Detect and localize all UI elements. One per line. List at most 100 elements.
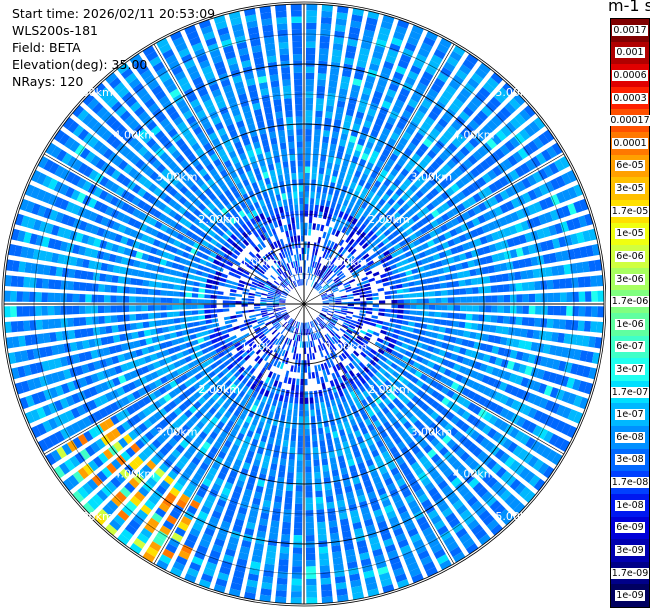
ray-gate-cell <box>261 582 273 590</box>
ray-gate-cell <box>209 446 219 455</box>
ray-gate-cell <box>282 199 288 207</box>
ray-gate-cell <box>178 383 188 392</box>
ray-gate-cell <box>4 290 11 302</box>
ray-gate-cell <box>376 460 386 469</box>
ray-gate-cell <box>518 258 526 269</box>
ray-gate-cell <box>491 231 500 241</box>
ray-gate-cell <box>464 278 472 286</box>
ray-gate-cell <box>290 217 295 224</box>
ray-gate-cell <box>378 233 387 241</box>
ray-gate-cell <box>249 317 257 321</box>
ray-gate-cell <box>477 468 489 480</box>
ray-gate-cell <box>436 554 449 565</box>
ray-gate-cell <box>334 487 343 496</box>
ray-gate-cell <box>462 399 472 409</box>
ray-gate-cell <box>456 92 468 104</box>
ray-gate-cell <box>167 283 175 290</box>
ray-gate-cell <box>288 198 293 206</box>
ray-gate-cell <box>397 266 405 273</box>
ray-gate-cell <box>60 293 67 303</box>
ray-gate-cell <box>206 494 217 504</box>
ray-gate-cell <box>394 25 408 35</box>
ray-gate-cell <box>236 404 244 412</box>
ray-gate-cell <box>331 318 338 323</box>
ray-gate-cell <box>499 489 512 502</box>
ray-gate-cell <box>279 552 289 560</box>
ray-gate-cell <box>304 397 309 404</box>
ray-gate-cell <box>554 373 564 386</box>
ray-gate-cell <box>397 299 404 304</box>
ray-gate-cell <box>305 441 311 448</box>
ray-gate-cell <box>211 482 222 492</box>
ray-gate-cell <box>435 139 445 150</box>
range-ring-label: 4.00km <box>453 128 495 141</box>
ray-gate-cell <box>337 423 344 431</box>
ray-gate-cell <box>420 42 433 53</box>
ray-gate-cell <box>444 249 453 257</box>
ray-gate-cell <box>287 318 293 324</box>
ray-gate-cell <box>229 383 237 391</box>
ray-gate-cell <box>494 193 504 204</box>
ray-gate-cell <box>326 406 333 414</box>
ray-gate-cell <box>459 64 472 76</box>
ray-gate-cell <box>313 148 320 155</box>
ray-gate-cell <box>433 77 446 89</box>
ray-gate-cell <box>515 247 524 257</box>
ray-gate-cell <box>348 370 355 378</box>
ray-gate-cell <box>305 460 312 467</box>
ray-gate-cell <box>319 289 325 294</box>
ray-gate-cell <box>567 348 576 360</box>
ray-gate-cell <box>87 399 98 411</box>
ray-gate-cell <box>267 538 278 547</box>
ray-gate-cell <box>66 440 78 452</box>
ray-gate-cell <box>270 336 277 343</box>
ray-gate-cell <box>461 187 471 198</box>
ray-gate-cell <box>334 310 341 314</box>
ray-gate-cell <box>335 363 341 371</box>
ray-gate-cell <box>173 360 182 369</box>
ray-gate-cell <box>295 485 303 492</box>
ray-gate-cell <box>304 260 306 267</box>
ray-gate-cell <box>461 211 471 221</box>
ray-gate-cell <box>268 68 279 76</box>
ray-gate-cell <box>381 498 392 508</box>
ray-gate-cell <box>271 457 279 465</box>
ray-gate-cell <box>280 540 290 548</box>
ray-gate-cell <box>313 141 320 149</box>
ray-gate-cell <box>310 191 315 199</box>
ray-gate-cell <box>287 223 292 231</box>
ray-gate-cell <box>352 225 359 233</box>
ray-gate-cell <box>204 352 212 360</box>
ray-gate-cell <box>361 187 369 196</box>
ray-gate-cell <box>264 376 271 384</box>
ray-gate-cell <box>488 196 499 207</box>
ray-gate-cell <box>367 329 374 334</box>
ray-gate-cell <box>397 294 404 299</box>
ray-gate-cell <box>344 243 351 251</box>
ray-gate-cell <box>426 324 434 331</box>
ray-gate-cell <box>269 315 276 319</box>
ray-gate-cell <box>389 338 398 344</box>
ray-gate-cell <box>518 339 526 350</box>
ray-gate-cell <box>353 117 363 126</box>
ray-gate-cell <box>222 554 235 564</box>
ray-gate-cell <box>270 520 280 528</box>
ray-gate-cell <box>298 428 304 436</box>
ray-gate-cell <box>496 284 504 293</box>
ray-gate-cell <box>330 329 337 335</box>
ray-gate-cell <box>472 193 482 203</box>
ray-gate-cell <box>166 514 178 525</box>
ray-gate-cell <box>435 260 443 268</box>
ray-gate-cell <box>485 344 494 353</box>
ray-gate-cell <box>493 91 506 104</box>
ray-gate-cell <box>426 239 435 248</box>
ray-gate-cell <box>321 308 329 312</box>
ray-gate-cell <box>80 328 88 338</box>
ray-gate-cell <box>366 363 374 370</box>
ray-gate-cell <box>410 224 419 232</box>
ray-gate-cell <box>522 293 529 303</box>
ray-gate-cell <box>202 441 211 451</box>
ray-gate-cell <box>337 339 344 346</box>
ray-gate-cell <box>264 177 271 185</box>
ray-gate-cell <box>404 236 412 244</box>
